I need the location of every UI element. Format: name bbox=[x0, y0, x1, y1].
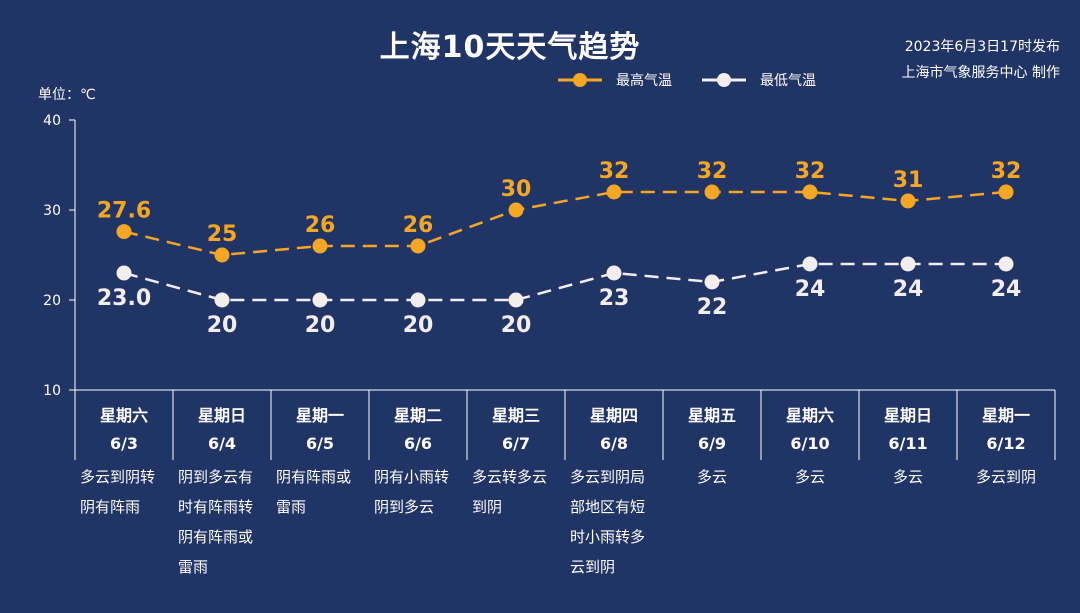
legend-high-label: 最高气温 bbox=[616, 73, 672, 89]
x-tick-date: 6/4 bbox=[208, 434, 236, 453]
high-temp-point bbox=[508, 202, 524, 218]
legend: 最高气温 最低气温 bbox=[558, 70, 846, 90]
high-temp-line bbox=[123, 190, 1007, 257]
high-temp-label: 31 bbox=[893, 168, 924, 193]
high-temp-point bbox=[214, 247, 230, 263]
low-temp-label: 22 bbox=[697, 295, 728, 320]
x-tick-date: 6/5 bbox=[306, 434, 334, 453]
low-temp-point bbox=[704, 274, 720, 290]
x-tick-weekday: 星期五 bbox=[688, 406, 736, 425]
low-temp-point bbox=[606, 265, 622, 281]
low-temp-point bbox=[312, 292, 328, 308]
weather-description: 多云 bbox=[696, 468, 727, 486]
low-temp-point bbox=[998, 256, 1014, 272]
low-temp-point bbox=[410, 292, 426, 308]
x-tick-date: 6/12 bbox=[986, 434, 1025, 453]
y-axis-label: 单位：℃ bbox=[38, 87, 96, 103]
weather-description: 阴有小雨转阴到多云 bbox=[374, 468, 450, 516]
low-temp-point bbox=[802, 256, 818, 272]
x-tick-date: 6/9 bbox=[698, 434, 726, 453]
high-temp-label: 25 bbox=[207, 222, 238, 247]
x-tick-date: 6/11 bbox=[888, 434, 927, 453]
chart-title: 上海10天天气趋势 bbox=[379, 30, 641, 65]
x-tick-date: 6/10 bbox=[790, 434, 829, 453]
x-tick-weekday: 星期二 bbox=[394, 406, 442, 425]
y-tick-label: 30 bbox=[43, 203, 61, 219]
high-temp-label: 32 bbox=[795, 159, 826, 184]
legend-high-marker bbox=[558, 73, 602, 87]
x-tick-date: 6/6 bbox=[404, 434, 432, 453]
low-temp-label: 24 bbox=[893, 277, 924, 302]
y-tick-label: 40 bbox=[43, 113, 61, 129]
x-tick-date: 6/7 bbox=[502, 434, 530, 453]
low-temp-label: 20 bbox=[305, 313, 336, 338]
high-temp-point bbox=[998, 184, 1014, 200]
high-temp-label: 26 bbox=[305, 213, 336, 238]
high-temp-point bbox=[900, 193, 916, 209]
high-temp-point bbox=[606, 184, 622, 200]
x-tick-weekday: 星期日 bbox=[884, 406, 932, 425]
weather-description: 多云到阴转阴有阵雨 bbox=[80, 468, 156, 516]
low-temp-point bbox=[900, 256, 916, 272]
low-temp-label: 24 bbox=[991, 277, 1022, 302]
x-tick-weekday: 星期一 bbox=[982, 406, 1030, 425]
x-tick-weekday: 星期日 bbox=[198, 406, 246, 425]
weather-description: 多云到阴局部地区有短时小雨转多云到阴 bbox=[570, 468, 646, 576]
high-temp-label: 26 bbox=[403, 213, 434, 238]
weather-description: 阴到多云有时有阵雨转阴有阵雨或雷雨 bbox=[178, 468, 254, 576]
low-temp-label: 23.0 bbox=[97, 286, 151, 311]
weather-description: 多云到阴 bbox=[975, 468, 1036, 486]
low-temp-label: 20 bbox=[403, 313, 434, 338]
high-temp-point bbox=[704, 184, 720, 200]
high-temp-label: 32 bbox=[697, 159, 728, 184]
weather-description: 多云 bbox=[794, 468, 825, 486]
high-temp-point bbox=[312, 238, 328, 254]
high-temp-label: 27.6 bbox=[97, 199, 151, 224]
weather-description: 阴有阵雨或雷雨 bbox=[276, 468, 352, 516]
x-tick-weekday: 星期六 bbox=[786, 406, 834, 425]
issue-time: 2023年6月3日17时发布 bbox=[904, 39, 1060, 55]
low-temp-point bbox=[508, 292, 524, 308]
low-temp-label: 20 bbox=[501, 313, 532, 338]
legend-low-marker bbox=[702, 73, 746, 87]
y-tick-label: 10 bbox=[43, 383, 61, 399]
issue-info: 2023年6月3日17时发布 上海市气象服务中心 制作 bbox=[902, 34, 1060, 86]
legend-item-high: 最高气温 bbox=[558, 70, 672, 90]
high-temp-point bbox=[802, 184, 818, 200]
low-temp-label: 24 bbox=[795, 277, 826, 302]
x-tick-weekday: 星期一 bbox=[296, 406, 344, 425]
weather-description: 多云 bbox=[892, 468, 923, 486]
issuer: 上海市气象服务中心 制作 bbox=[901, 65, 1060, 81]
high-temp-point bbox=[410, 238, 426, 254]
legend-item-low: 最低气温 bbox=[702, 70, 816, 90]
x-tick-weekday: 星期六 bbox=[100, 406, 148, 425]
x-tick-date: 6/8 bbox=[600, 434, 628, 453]
x-tick-weekday: 星期三 bbox=[492, 406, 540, 425]
legend-low-label: 最低气温 bbox=[760, 73, 816, 89]
low-temp-point bbox=[116, 265, 132, 281]
high-temp-point bbox=[116, 224, 132, 240]
low-temp-label: 23 bbox=[599, 286, 630, 311]
x-tick-weekday: 星期四 bbox=[590, 406, 638, 425]
y-tick-label: 20 bbox=[43, 293, 61, 309]
high-temp-label: 30 bbox=[501, 177, 532, 202]
weather-description: 多云转多云到阴 bbox=[472, 468, 548, 516]
low-temp-point bbox=[214, 292, 230, 308]
high-temp-label: 32 bbox=[991, 159, 1022, 184]
x-tick-date: 6/3 bbox=[110, 434, 138, 453]
high-temp-label: 32 bbox=[599, 159, 630, 184]
low-temp-line bbox=[123, 262, 1006, 302]
low-temp-label: 20 bbox=[207, 313, 238, 338]
